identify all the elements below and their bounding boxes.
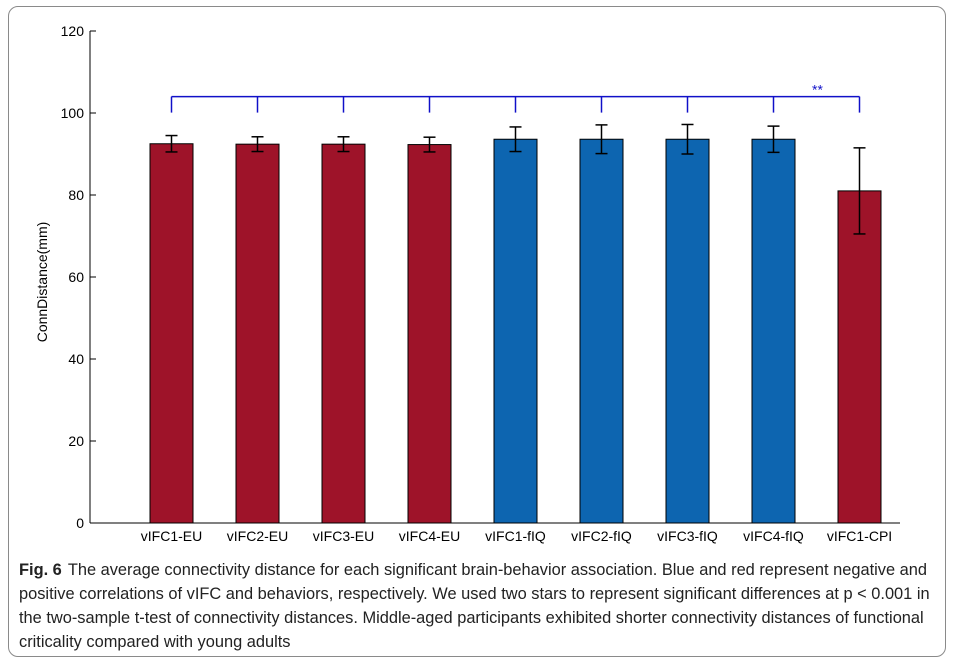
significance-label: ** xyxy=(812,82,823,98)
y-tick-label: 60 xyxy=(68,269,84,285)
figure-caption: Fig. 6 The average connectivity distance … xyxy=(19,558,934,654)
x-tick-label: vIFC1-EU xyxy=(141,528,202,544)
bar xyxy=(235,143,280,524)
x-tick-label: vIFC2-EU xyxy=(227,528,288,544)
chart-bars xyxy=(149,138,882,524)
bar xyxy=(407,144,452,524)
y-axis-label: ConnDistance(mm) xyxy=(34,222,50,343)
bar xyxy=(321,143,366,524)
x-tick-label: vIFC1-fIQ xyxy=(485,528,546,544)
bar xyxy=(751,138,796,524)
chart-axes: 0 20 40 60 80 100 120 vIFC1-EU vIFC2-EU vIFC3-EU v… xyxy=(61,23,900,544)
bar xyxy=(149,143,194,524)
y-tick-label: 120 xyxy=(61,23,85,39)
bar xyxy=(579,138,624,524)
significance-bracket: ** xyxy=(170,82,861,113)
y-tick-label: 80 xyxy=(68,187,84,203)
x-tick-label: vIFC1-CPI xyxy=(827,528,892,544)
x-tick-label: vIFC4-fIQ xyxy=(743,528,804,544)
chart-error-bars xyxy=(165,123,866,235)
bar xyxy=(665,138,710,524)
bar xyxy=(837,190,882,524)
x-tick-label: vIFC3-fIQ xyxy=(657,528,718,544)
x-tick-label: vIFC4-EU xyxy=(399,528,460,544)
caption-text: The average connectivity distance for ea… xyxy=(19,561,930,651)
bar xyxy=(493,138,538,524)
y-tick-label: 20 xyxy=(68,433,84,449)
y-tick-label: 40 xyxy=(68,351,84,367)
y-tick-label: 100 xyxy=(61,105,85,121)
y-tick-label: 0 xyxy=(76,515,84,531)
x-tick-label: vIFC2-fIQ xyxy=(571,528,632,544)
caption-label: Fig. 6 xyxy=(19,561,62,579)
x-tick-label: vIFC3-EU xyxy=(313,528,374,544)
